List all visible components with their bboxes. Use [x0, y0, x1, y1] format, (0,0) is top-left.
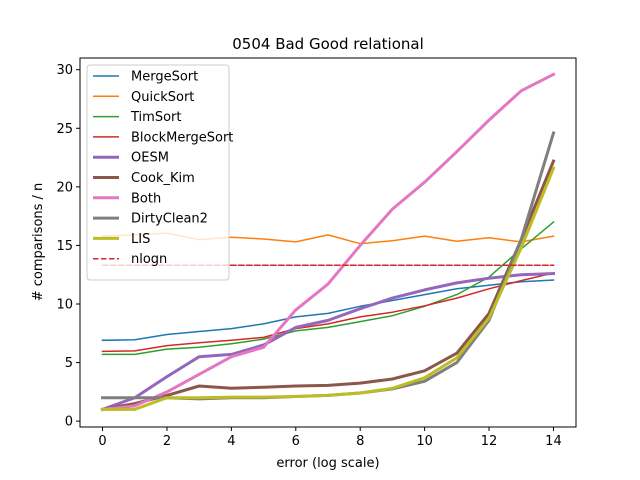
- legend-label: Cook_Kim: [131, 171, 195, 186]
- y-tick-label: 0: [65, 415, 73, 430]
- x-tick-label: 2: [163, 434, 171, 449]
- x-axis-ticks: 0 2 4 6 8 10 12 14: [98, 427, 562, 449]
- legend-label: nlogn: [131, 252, 167, 267]
- legend-frame: [86, 64, 230, 281]
- series-line-mergesort: [101, 279, 555, 342]
- x-tick-label: 12: [481, 434, 498, 449]
- series-line-cook-kim: [100, 159, 556, 412]
- y-tick-label: 25: [56, 122, 73, 137]
- series-line-both: [100, 72, 556, 412]
- legend: MergeSort QuickSort TimSort BlockMergeSort O…: [86, 64, 233, 281]
- plot-frame: [79, 57, 577, 428]
- series-lines: [100, 72, 556, 412]
- y-axis-ticks: 0 5 10 15 20 25 30: [56, 63, 80, 430]
- legend-label: MergeSort: [131, 70, 198, 85]
- x-tick-label: 10: [416, 434, 433, 449]
- legend-label: DirtyClean2: [131, 212, 208, 227]
- x-tick-label: 14: [545, 434, 562, 449]
- series-line-oesm: [100, 271, 556, 412]
- legend-label: QuickSort: [131, 90, 194, 105]
- legend-label: BlockMergeSort: [131, 130, 233, 145]
- x-tick-label: 8: [356, 434, 364, 449]
- y-tick-label: 5: [65, 356, 73, 371]
- y-tick-label: 30: [56, 63, 73, 78]
- x-tick-label: 6: [292, 434, 300, 449]
- legend-label: OESM: [131, 151, 169, 166]
- x-axis-label: error (log scale): [276, 456, 379, 471]
- series-line-blockmergesort: [101, 272, 555, 353]
- series-line-lis: [101, 166, 556, 411]
- x-tick-label: 0: [98, 434, 106, 449]
- y-axis-label: # comparisons / n: [31, 183, 46, 302]
- legend-label: Both: [131, 191, 161, 206]
- series-line-timsort: [101, 220, 555, 356]
- y-tick-label: 20: [56, 180, 73, 195]
- legend-label: LIS: [131, 232, 150, 247]
- legend-label: TimSort: [130, 110, 181, 125]
- x-tick-label: 4: [227, 434, 235, 449]
- chart-title: 0504 Bad Good relational: [232, 35, 424, 53]
- y-tick-label: 10: [56, 298, 73, 313]
- y-tick-label: 15: [56, 239, 73, 254]
